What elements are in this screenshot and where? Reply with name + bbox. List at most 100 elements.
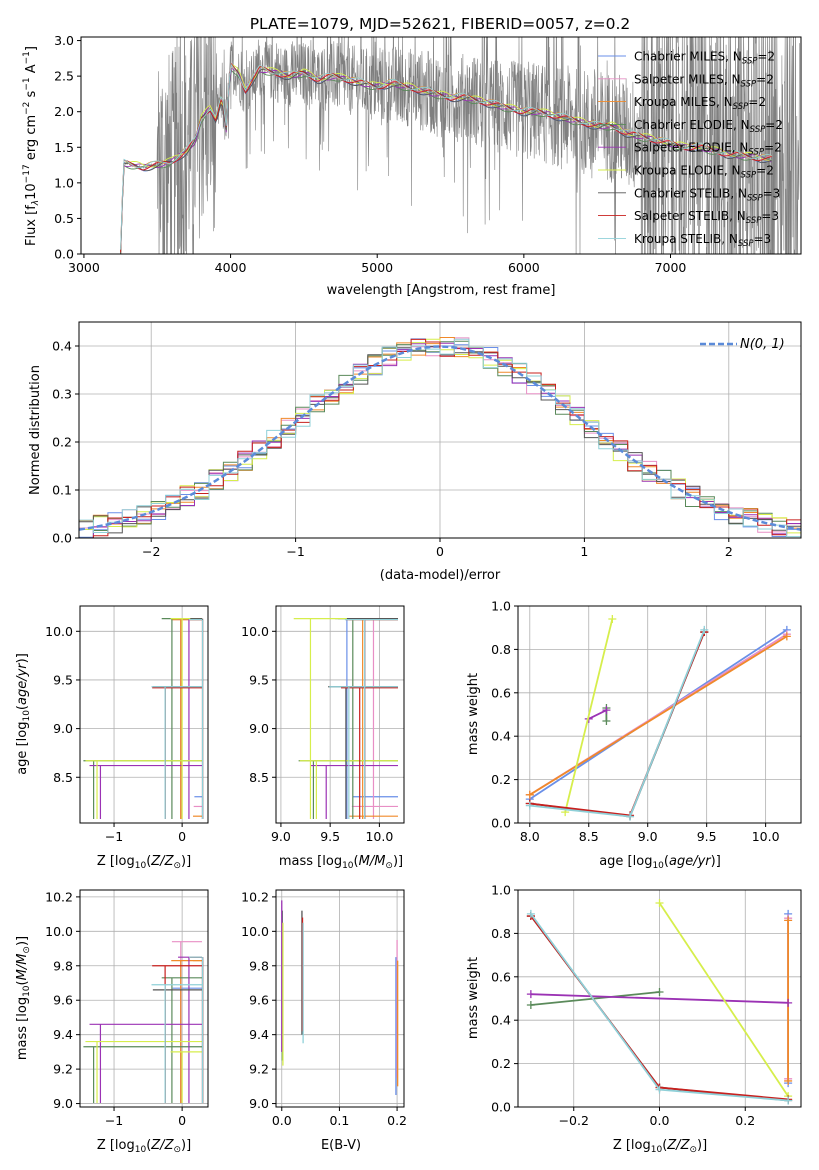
mass-vs-z-panel: −1 0 9.0 9.2 9.4 9.6 9.8 10.0 10.2 Z [log10(Z/Z⊙… [15, 889, 209, 1155]
mass-vs-ebv-panel: 0.0 0.1 0.2 9.0 9.2 9.4 9.6 9.8 10.0 10.2 E(B-V) [241, 889, 407, 1153]
weight-marker [526, 1001, 535, 1010]
weight-line [530, 991, 660, 1006]
x-tick-label: 0 [178, 829, 186, 844]
weight-line [529, 629, 706, 818]
x-tick-label: −2 [142, 544, 160, 559]
x-tick-label: −1 [105, 829, 123, 844]
y-tick-label: 9.6 [249, 993, 269, 1008]
mass-vs-ebv-frame [275, 889, 405, 1108]
y-tick-label: 10.2 [45, 889, 73, 904]
y-tick-label: 9.4 [53, 1027, 73, 1042]
residual-legend: N(0, 1) [700, 337, 785, 352]
legend-label: Salpeter MILES, NSSP=2 [634, 72, 774, 89]
spectrum-ylabel: Flux [fλ10−17 erg cm−2 s−1 A−1] [22, 46, 41, 246]
spectrum-xlabel: wavelength [Angstrom, rest frame] [327, 283, 556, 298]
legend-label: Salpeter STELIB, NSSP=3 [634, 209, 779, 226]
observed-spectrum [120, 37, 800, 254]
y-tick-label: 9.0 [249, 721, 269, 736]
legend-label: Chabrier MILES, NSSP=2 [634, 50, 775, 67]
age-vs-z-xlabel: Z [log10(Z/Z⊙)] [97, 854, 191, 871]
y-tick-label: 1.5 [54, 140, 74, 155]
y-tick-label: 8.5 [53, 770, 73, 785]
x-tick-label: −0.2 [559, 1113, 589, 1128]
age-vs-z-frame [79, 605, 209, 824]
x-tick-label: 0.2 [387, 1113, 407, 1128]
mass-vs-z-frame [79, 889, 209, 1108]
y-tick-label: 3.0 [54, 33, 74, 48]
x-tick-label: 0.2 [735, 1113, 755, 1128]
x-tick-label: 1 [580, 544, 588, 559]
y-tick-label: 8.5 [249, 770, 269, 785]
y-tick-label: 0.4 [491, 1013, 511, 1028]
y-tick-label: 0.2 [52, 435, 72, 450]
y-tick-label: 0.4 [491, 729, 511, 744]
figure-title: PLATE=1079, MJD=52621, FIBERID=0057, z=0… [250, 15, 631, 33]
y-tick-label: 0.0 [52, 531, 72, 546]
y-tick-label: 0.4 [52, 339, 72, 354]
x-tick-label: 10.0 [752, 829, 780, 844]
y-tick-label: 2.5 [54, 69, 74, 84]
x-tick-label: −1 [105, 1113, 123, 1128]
spectrum-legend: Chabrier MILES, NSSP=2 Salpeter MILES, NS… [598, 50, 783, 249]
y-tick-label: 10.0 [45, 924, 73, 939]
weight-marker [782, 632, 791, 641]
massweight-vs-z-panel: −0.2 0.0 0.2 0.0 0.2 0.4 0.6 0.8 1.0 Z [log10(Z/… [466, 883, 802, 1155]
y-tick-label: 9.8 [53, 958, 73, 973]
y-tick-label: 0.0 [491, 1100, 511, 1115]
y-tick-label: 0.6 [491, 685, 511, 700]
weight-marker [784, 1076, 793, 1085]
y-tick-label: 0.6 [491, 969, 511, 984]
weight-marker [784, 916, 793, 925]
y-tick-label: 9.0 [53, 1096, 73, 1111]
weight-marker [526, 990, 535, 999]
spectrum-panel: 3000 4000 5000 6000 7000 0.0 0.5 1.0 1.5 2.0 2.5 3.… [22, 33, 802, 298]
weight-line [529, 631, 706, 818]
weight-marker [784, 1096, 793, 1105]
weight-marker [608, 615, 617, 624]
massweight-vs-age-frame [517, 605, 802, 824]
x-tick-label: 0.1 [329, 1113, 349, 1128]
x-tick-label: 0 [178, 1113, 186, 1128]
model-spectrum-kroupa-stelib [120, 63, 772, 250]
legend-label: Kroupa ELODIE, NSSP=2 [634, 164, 774, 181]
y-tick-label: 9.8 [249, 958, 269, 973]
y-tick-label: 1.0 [491, 599, 511, 614]
y-tick-label: 0.0 [54, 247, 74, 262]
x-tick-label: 10.0 [365, 829, 393, 844]
x-tick-label: 9.0 [638, 829, 658, 844]
mass-vs-z-xlabel: Z [log10(Z/Z⊙)] [97, 1138, 191, 1155]
x-tick-label: 9.5 [697, 829, 717, 844]
x-tick-label: 6000 [508, 260, 540, 275]
weight-line [529, 635, 788, 796]
y-tick-label: 0.2 [491, 1056, 511, 1071]
y-tick-label: 10.0 [241, 624, 269, 639]
residual-hist-kroupa-stelib [79, 338, 801, 538]
y-tick-label: 9.5 [53, 672, 73, 687]
y-tick-label: 9.0 [53, 721, 73, 736]
legend-label: Kroupa MILES, NSSP=2 [634, 95, 766, 112]
weight-marker [655, 899, 664, 908]
mass-vs-ebv-xlabel: E(B-V) [321, 1138, 361, 1153]
age-vs-mass-panel: 9.0 9.5 10.0 8.5 9.0 9.5 10.0 mass [log10(M/M⊙… [241, 605, 405, 871]
y-tick-label: 10.2 [241, 889, 269, 904]
x-tick-label: 0.0 [272, 1113, 292, 1128]
weight-marker [700, 625, 709, 634]
residual-xlabel: (data-model)/error [380, 568, 501, 583]
x-tick-label: 3000 [68, 260, 100, 275]
age-vs-mass-frame [275, 605, 405, 824]
weight-marker [526, 909, 535, 918]
weight-line [530, 993, 789, 1004]
y-tick-label: 9.4 [249, 1027, 269, 1042]
massweight-vs-age-xlabel: age [log10(age/yr)] [599, 854, 721, 871]
x-tick-label: 9.5 [320, 829, 340, 844]
y-tick-label: 0.8 [491, 642, 511, 657]
legend-label: Kroupa STELIB, NSSP=3 [634, 232, 771, 249]
massweight-vs-z-ylabel: mass weight [466, 957, 481, 1039]
weight-marker [784, 998, 793, 1007]
y-tick-label: 1.0 [54, 175, 74, 190]
y-tick-label: 0.3 [52, 387, 72, 402]
normal-label: N(0, 1) [740, 337, 785, 352]
y-tick-label: 0.0 [491, 816, 511, 831]
massweight-vs-z-xlabel: Z [log10(Z/Z⊙)] [613, 1138, 707, 1155]
